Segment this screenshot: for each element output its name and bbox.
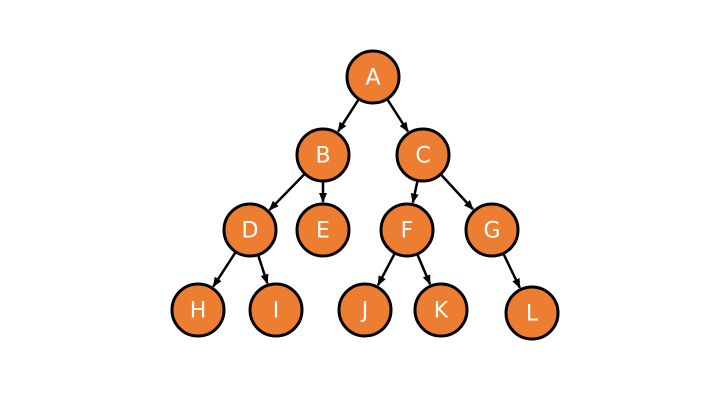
- node-label-i: I: [273, 299, 280, 324]
- node-g: G: [464, 202, 520, 258]
- node-k: K: [413, 282, 469, 338]
- node-label-k: K: [434, 299, 449, 324]
- node-circle-b: [295, 127, 351, 183]
- nodes-layer: A B C D E F G H I J K L: [170, 49, 560, 341]
- node-e: E: [295, 202, 351, 258]
- node-label-d: D: [242, 219, 259, 244]
- node-circle-k: [413, 282, 469, 338]
- node-label-l: L: [526, 302, 539, 327]
- node-circle-d: [222, 202, 278, 258]
- node-circle-c: [395, 127, 451, 183]
- node-j: J: [337, 282, 393, 338]
- node-i: I: [248, 282, 304, 338]
- edge-a-c: [386, 99, 409, 133]
- edge-d-h: [212, 251, 237, 288]
- node-label-f: F: [401, 219, 414, 244]
- node-label-j: J: [360, 299, 369, 324]
- node-circle-h: [170, 282, 226, 338]
- edges-layer: [212, 99, 521, 289]
- edge-c-g: [440, 174, 474, 211]
- edge-g-l: [502, 253, 521, 289]
- node-circle-a: [345, 49, 401, 105]
- node-circle-j: [337, 282, 393, 338]
- node-a: A: [345, 49, 401, 105]
- node-d: D: [222, 202, 278, 258]
- node-label-b: B: [315, 144, 330, 169]
- node-circle-l: [504, 285, 560, 341]
- node-circle-e: [295, 202, 351, 258]
- node-label-c: C: [415, 144, 430, 169]
- edge-c-f: [410, 181, 419, 204]
- node-label-e: E: [316, 219, 330, 244]
- node-b: B: [295, 127, 351, 183]
- node-c: C: [395, 127, 451, 183]
- node-h: H: [170, 282, 226, 338]
- node-label-a: A: [365, 66, 380, 91]
- node-circle-i: [248, 282, 304, 338]
- node-circle-f: [379, 202, 435, 258]
- node-f: F: [379, 202, 435, 258]
- node-label-h: H: [190, 299, 207, 324]
- node-l: L: [504, 285, 560, 341]
- edge-b-d: [268, 173, 306, 211]
- edge-a-b: [337, 99, 360, 133]
- node-circle-g: [464, 202, 520, 258]
- edge-f-j: [376, 253, 396, 287]
- node-label-g: G: [483, 219, 500, 244]
- edge-f-k: [416, 254, 432, 286]
- edge-d-i: [257, 255, 269, 285]
